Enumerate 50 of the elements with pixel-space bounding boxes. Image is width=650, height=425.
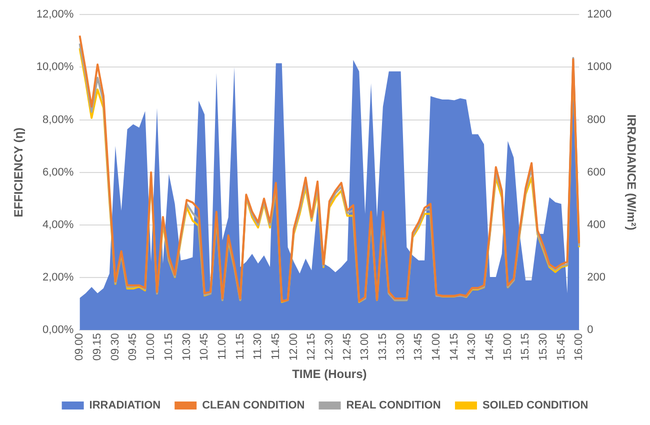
x-tick-label: 14.15 <box>448 333 460 361</box>
x-tick-label: 10.00 <box>145 333 158 361</box>
y2-axis-title: IRRADIANCE (W/m²) <box>624 114 638 230</box>
y-tick-label: 2,00% <box>42 272 74 284</box>
x-tick-label: 16.00 <box>573 333 586 361</box>
y2-tick-label: 200 <box>587 272 606 284</box>
x-axis-title: TIME (Hours) <box>292 367 367 382</box>
x-tick-label: 13.00 <box>359 333 372 361</box>
x-tick-label: 14.00 <box>430 333 442 361</box>
x-tick-label: 15.45 <box>555 333 568 361</box>
x-tick-label: 11.45 <box>270 333 282 360</box>
x-tick-label: 15.30 <box>537 333 550 361</box>
x-tick-label: 13.30 <box>394 333 407 361</box>
y2-tick-label: 800 <box>587 114 606 126</box>
x-tick-label: 10.30 <box>180 333 193 361</box>
y2-tick-label: 600 <box>587 166 606 178</box>
y-tick-label: 0,00% <box>42 324 74 336</box>
x-tick-label: 09.00 <box>74 333 86 361</box>
y2-tick-label: 1000 <box>587 61 612 74</box>
x-tick-label: 11.00 <box>216 333 228 360</box>
legend-label: CLEAN CONDITION <box>202 400 305 412</box>
y-tick-label: 4,00% <box>42 218 74 231</box>
y2-tick-label: 400 <box>587 218 606 231</box>
y2-tick-label: 0 <box>587 324 594 336</box>
x-tick-label: 10.45 <box>198 333 211 361</box>
x-tick-label: 13.15 <box>376 333 389 361</box>
y-axis-title: EFFICIENCY (η) <box>12 127 26 218</box>
y-tick-label: 12,00% <box>36 8 74 21</box>
x-tick-label: 11.30 <box>252 333 264 360</box>
legend-label: SOILED CONDITION <box>482 400 588 412</box>
x-tick-label: 11.15 <box>234 333 246 360</box>
x-tick-label: 12.30 <box>323 333 336 361</box>
x-tick-label: 15.15 <box>520 333 532 361</box>
x-tick-label: 12.45 <box>341 333 354 361</box>
y2-tick-label: 1200 <box>587 8 612 21</box>
x-tick-label: 14.30 <box>466 333 478 361</box>
legend-label: REAL CONDITION <box>346 400 441 412</box>
y-tick-label: 8,00% <box>42 114 74 126</box>
x-tick-label: 10.15 <box>162 333 175 361</box>
x-tick-label: 09.30 <box>109 333 122 361</box>
x-tick-label: 12.00 <box>288 333 300 361</box>
x-tick-label: 09.15 <box>92 333 104 361</box>
x-tick-label: 15.00 <box>502 333 514 361</box>
legend-label: IRRADIATION <box>89 400 161 412</box>
x-tick-label: 09.45 <box>127 333 140 361</box>
y-tick-label: 6,00% <box>42 166 74 178</box>
y-tick-label: 10,00% <box>36 61 74 74</box>
x-tick-label: 12.15 <box>306 333 318 361</box>
x-tick-label: 14.45 <box>484 333 496 361</box>
x-tick-label: 13.45 <box>412 333 425 361</box>
